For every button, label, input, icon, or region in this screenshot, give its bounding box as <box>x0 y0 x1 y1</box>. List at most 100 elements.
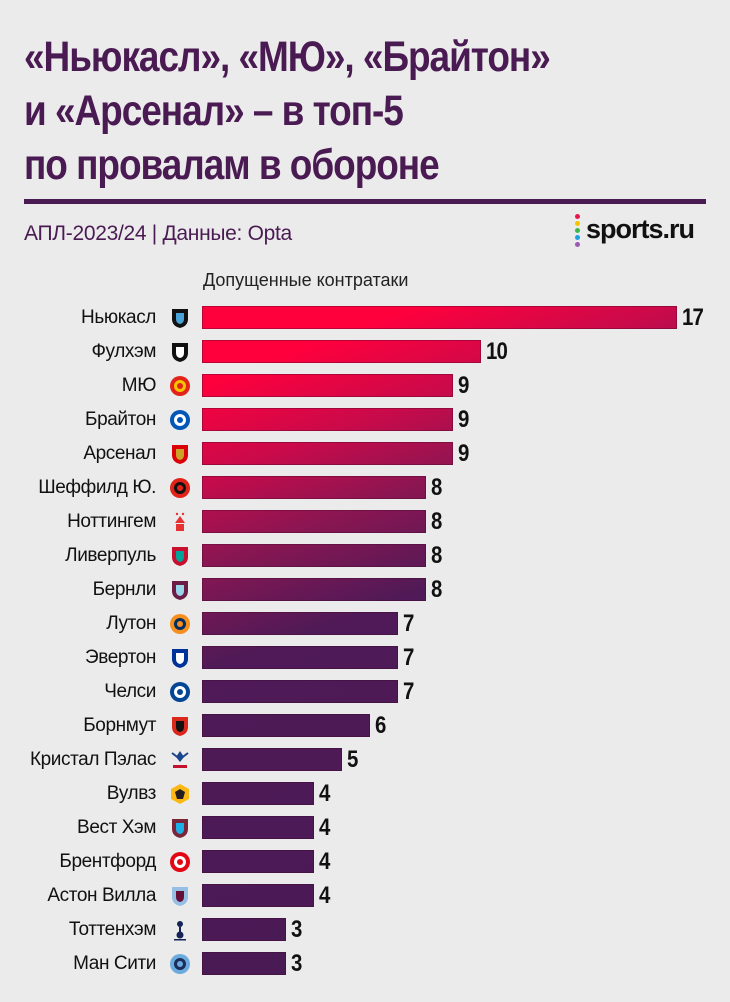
west-ham-crest-icon <box>169 817 191 839</box>
team-label: Лутон <box>106 613 156 634</box>
bar-row: Ман Сити 3 <box>0 950 730 977</box>
bar <box>202 952 286 975</box>
logo-wordmark: sports.ru <box>586 214 695 244</box>
chelsea-crest-icon <box>169 681 191 703</box>
bar-value-label: 3 <box>291 950 302 977</box>
team-label: Арсенал <box>83 443 156 464</box>
bar-row: Ноттингем 8 <box>0 508 730 535</box>
bar-value-label: 4 <box>319 882 330 909</box>
team-label: Брентфорд <box>59 851 156 872</box>
bar <box>202 476 426 499</box>
bar-value-label: 5 <box>347 746 358 773</box>
bar-value-label: 10 <box>486 338 508 365</box>
aston-villa-crest-icon <box>169 885 191 907</box>
team-label: Кристал Пэлас <box>29 749 156 770</box>
team-label: Ноттингем <box>67 511 156 532</box>
bar <box>202 782 314 805</box>
axis-label: Допущенные контратаки <box>203 270 409 290</box>
bar <box>202 748 342 771</box>
bar <box>202 816 314 839</box>
bar-row: Тоттенхэм 3 <box>0 916 730 943</box>
bar-value-label: 4 <box>319 780 330 807</box>
bar-value-label: 8 <box>431 576 442 603</box>
team-label: Бернли <box>92 579 157 600</box>
brentford-crest-icon <box>169 851 191 873</box>
liverpool-crest-icon <box>169 545 191 567</box>
bar-row: Вест Хэм 4 <box>0 814 730 841</box>
bar-value-label: 7 <box>403 644 414 671</box>
logo-dot <box>575 228 580 233</box>
title-line-1: «Ньюкасл», «МЮ», «Брайтон» <box>24 33 551 81</box>
logo-dot <box>575 242 580 247</box>
bar-row: Арсенал 9 <box>0 440 730 467</box>
bar <box>202 442 453 465</box>
arsenal-crest-icon <box>169 443 191 465</box>
team-label: МЮ <box>121 375 157 396</box>
bar <box>202 578 426 601</box>
bar-row: МЮ 9 <box>0 372 730 399</box>
team-label: Эвертон <box>84 647 156 668</box>
bar-row: Кристал Пэлас 5 <box>0 746 730 773</box>
logo-dot <box>575 214 580 219</box>
title-line-3: по провалам в обороне <box>24 141 440 189</box>
bar-value-label: 9 <box>458 372 469 399</box>
bar-value-label: 8 <box>431 508 442 535</box>
logo-dot <box>575 235 580 240</box>
bar <box>202 612 398 635</box>
bar-value-label: 4 <box>319 848 330 875</box>
team-label: Ман Сити <box>73 953 156 974</box>
bar <box>202 510 426 533</box>
bar-row: Вулвз 4 <box>0 780 730 807</box>
bar-value-label: 9 <box>458 406 469 433</box>
nottingham-crest-icon <box>169 511 191 533</box>
man-utd-crest-icon <box>169 375 191 397</box>
brighton-crest-icon <box>169 409 191 431</box>
bar <box>202 918 286 941</box>
subtitle: АПЛ-2023/24 | Данные: Opta <box>24 222 292 245</box>
bar <box>202 340 481 363</box>
team-label: Астон Вилла <box>47 885 156 906</box>
bar <box>202 680 398 703</box>
team-label: Фулхэм <box>91 341 157 362</box>
bar-value-label: 7 <box>403 678 414 705</box>
bar-row: Борнмут 6 <box>0 712 730 739</box>
bar <box>202 714 370 737</box>
logo-dot <box>575 221 580 226</box>
team-label: Тоттенхэм <box>68 919 157 940</box>
team-label: Вест Хэм <box>77 817 156 838</box>
title-line-2: и «Арсенал» – в топ-5 <box>24 87 404 135</box>
fulham-crest-icon <box>169 341 191 363</box>
page-title: «Ньюкасл», «МЮ», «Брайтон» и «Арсенал» –… <box>24 30 617 192</box>
everton-crest-icon <box>169 647 191 669</box>
bournemouth-crest-icon <box>169 715 191 737</box>
bar <box>202 646 398 669</box>
team-label: Челси <box>104 681 156 702</box>
bar <box>202 544 426 567</box>
bar-row: Брайтон 9 <box>0 406 730 433</box>
bar-row: Ливерпуль 8 <box>0 542 730 569</box>
bar-row: Шеффилд Ю. 8 <box>0 474 730 501</box>
bar-value-label: 9 <box>458 440 469 467</box>
bar-row: Эвертон 7 <box>0 644 730 671</box>
team-label: Брайтон <box>85 409 156 430</box>
bar-row: Брентфорд 4 <box>0 848 730 875</box>
bar-value-label: 8 <box>431 474 442 501</box>
team-label: Борнмут <box>83 715 156 736</box>
luton-crest-icon <box>169 613 191 635</box>
bar-value-label: 4 <box>319 814 330 841</box>
bar <box>202 306 677 329</box>
bar <box>202 408 453 431</box>
bar-row: Лутон 7 <box>0 610 730 637</box>
bar <box>202 884 314 907</box>
bar <box>202 374 453 397</box>
title-divider <box>24 199 706 204</box>
wolves-crest-icon <box>169 783 191 805</box>
bar-row: Фулхэм 10 <box>0 338 730 365</box>
bar-value-label: 8 <box>431 542 442 569</box>
bar-value-label: 17 <box>682 304 704 331</box>
bar-value-label: 7 <box>403 610 414 637</box>
team-label: Шеффилд Ю. <box>38 477 156 498</box>
tottenham-crest-icon <box>169 919 191 941</box>
bar <box>202 850 314 873</box>
